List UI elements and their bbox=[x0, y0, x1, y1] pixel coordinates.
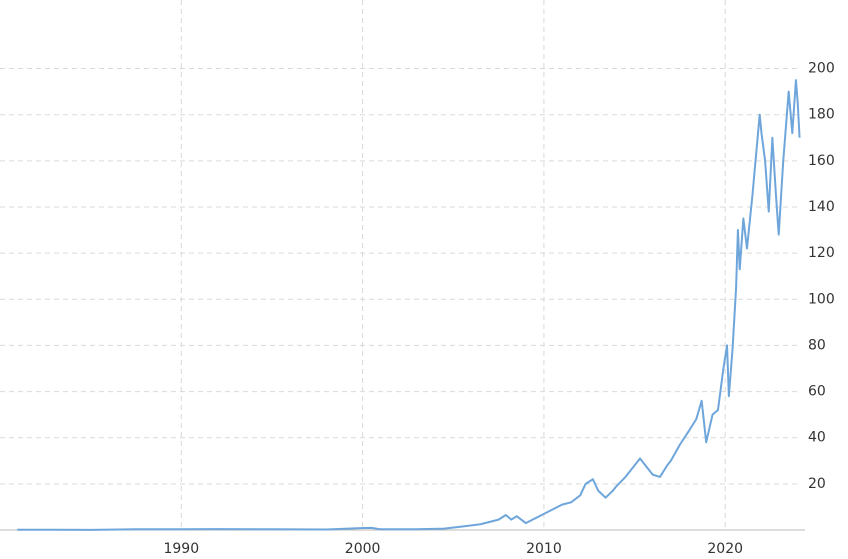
y-tick-label: 40 bbox=[808, 430, 826, 446]
y-tick-label: 140 bbox=[808, 199, 835, 215]
x-tick-label: 2010 bbox=[526, 541, 562, 557]
x-tick-label: 2020 bbox=[707, 541, 743, 557]
y-tick-label: 180 bbox=[808, 107, 835, 123]
x-tick-label: 2000 bbox=[345, 541, 381, 557]
y-tick-label: 160 bbox=[808, 153, 835, 169]
y-tick-label: 60 bbox=[808, 384, 826, 400]
y-tick-label: 120 bbox=[808, 245, 835, 261]
price-line bbox=[17, 79, 801, 531]
y-tick-label: 80 bbox=[808, 337, 826, 353]
y-tick-label: 20 bbox=[808, 476, 826, 492]
y-tick-label: 100 bbox=[808, 291, 835, 307]
x-tick-label: 1990 bbox=[163, 541, 199, 557]
y-tick-label: 200 bbox=[808, 61, 835, 77]
